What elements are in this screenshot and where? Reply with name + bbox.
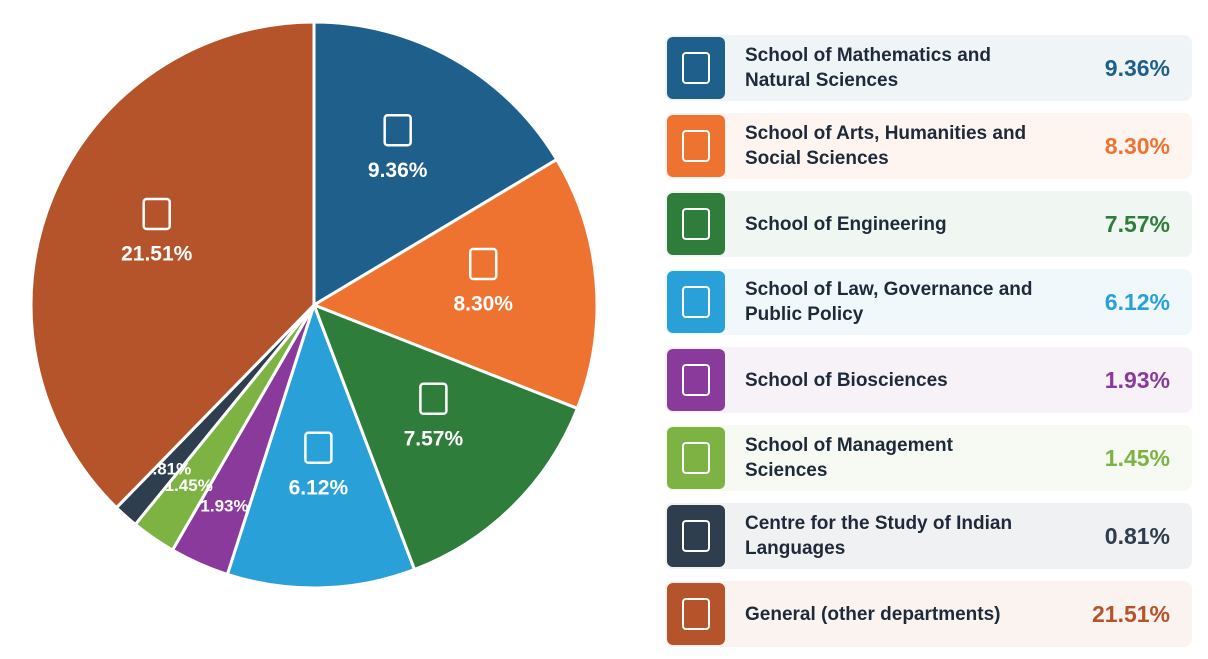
legend-icon — [667, 115, 725, 177]
slice-icon — [468, 247, 498, 281]
legend-value: 7.57% — [1104, 210, 1170, 237]
legend-value: 1.45% — [1104, 444, 1170, 471]
slice-icon — [304, 431, 333, 464]
legend-item: School of Mathematics and Natural Scienc… — [665, 35, 1192, 101]
legend-item: School of Law, Governance and Public Pol… — [665, 269, 1192, 335]
legend-icon — [667, 193, 725, 255]
legend-label: School of Management Sciences — [745, 435, 953, 481]
slice-label: 6.12% — [289, 476, 349, 499]
legend-label: School of Mathematics and Natural Scienc… — [745, 45, 991, 91]
icon-glyph — [682, 208, 710, 240]
slice-label: 9.36% — [368, 159, 428, 182]
legend-item: School of Management Sciences 1.45% — [665, 425, 1192, 491]
icon-glyph — [682, 364, 710, 396]
icon-glyph — [682, 52, 710, 84]
slice-label: 1.93% — [200, 496, 248, 515]
slice-icon — [383, 114, 412, 147]
slice-icon — [142, 197, 171, 231]
legend-label: School of Biosciences — [745, 369, 948, 391]
legend-value: 6.12% — [1104, 288, 1170, 315]
slice-label: 21.51% — [121, 243, 193, 266]
slice-icon — [419, 382, 448, 415]
icon-glyph — [682, 286, 710, 318]
legend: School of Mathematics and Natural Scienc… — [665, 35, 1192, 659]
legend-item: School of Arts, Humanities and Social Sc… — [665, 113, 1192, 179]
legend-item: School of Engineering 7.57% — [665, 191, 1192, 257]
legend-icon — [667, 349, 725, 411]
legend-icon — [667, 37, 725, 99]
legend-icon — [667, 583, 725, 645]
legend-value: 0.81% — [1104, 522, 1170, 549]
legend-icon — [667, 271, 725, 333]
icon-glyph — [682, 598, 710, 630]
legend-label: School of Engineering — [745, 213, 947, 235]
legend-label: Centre for the Study of Indian Languages — [745, 513, 1013, 559]
legend-label: School of Arts, Humanities and Social Sc… — [745, 123, 1027, 169]
icon-glyph — [682, 520, 710, 552]
pie-slice — [312, 20, 559, 308]
legend-icon — [667, 427, 725, 489]
legend-item: Centre for the Study of Indian Languages… — [665, 503, 1192, 569]
pie-slice — [311, 302, 580, 572]
legend-label: General (other departments) — [745, 603, 1001, 625]
legend-value: 9.36% — [1104, 54, 1170, 81]
pie-chart: 9.36%8.30%7.57%6.12%1.93%1.45%0.81%21.51… — [29, 20, 599, 590]
slice-label: 7.57% — [404, 427, 464, 450]
slice-label: 1.45% — [165, 476, 213, 495]
legend-item: School of Biosciences 1.93% — [665, 347, 1192, 413]
legend-value: 21.51% — [1091, 600, 1170, 627]
pie-slice — [310, 157, 599, 411]
pie-slice — [225, 300, 417, 590]
legend-value: 1.93% — [1104, 366, 1170, 393]
legend-item: General (other departments) 21.51% — [665, 581, 1192, 647]
pie-slice — [29, 20, 316, 510]
slice-label: 8.30% — [453, 292, 513, 315]
legend-icon — [667, 505, 725, 567]
icon-glyph — [682, 130, 710, 162]
legend-value: 8.30% — [1104, 132, 1170, 159]
legend-label: School of Law, Governance and Public Pol… — [745, 279, 1033, 325]
icon-glyph — [682, 442, 710, 474]
page: 9.36% 8.30% 7.57% 6.12% 1.93% 1.45% 0.81% 21.51… — [29, 20, 1192, 647]
